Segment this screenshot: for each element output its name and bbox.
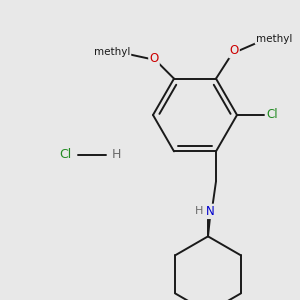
Text: N: N — [206, 205, 214, 218]
Text: O: O — [230, 44, 238, 57]
Text: methyl: methyl — [256, 34, 292, 44]
Text: Cl: Cl — [266, 109, 278, 122]
Text: H: H — [195, 206, 203, 216]
Text: H: H — [111, 148, 121, 161]
Text: methyl: methyl — [94, 46, 130, 57]
Text: Cl: Cl — [59, 148, 71, 161]
Text: O: O — [149, 52, 159, 65]
